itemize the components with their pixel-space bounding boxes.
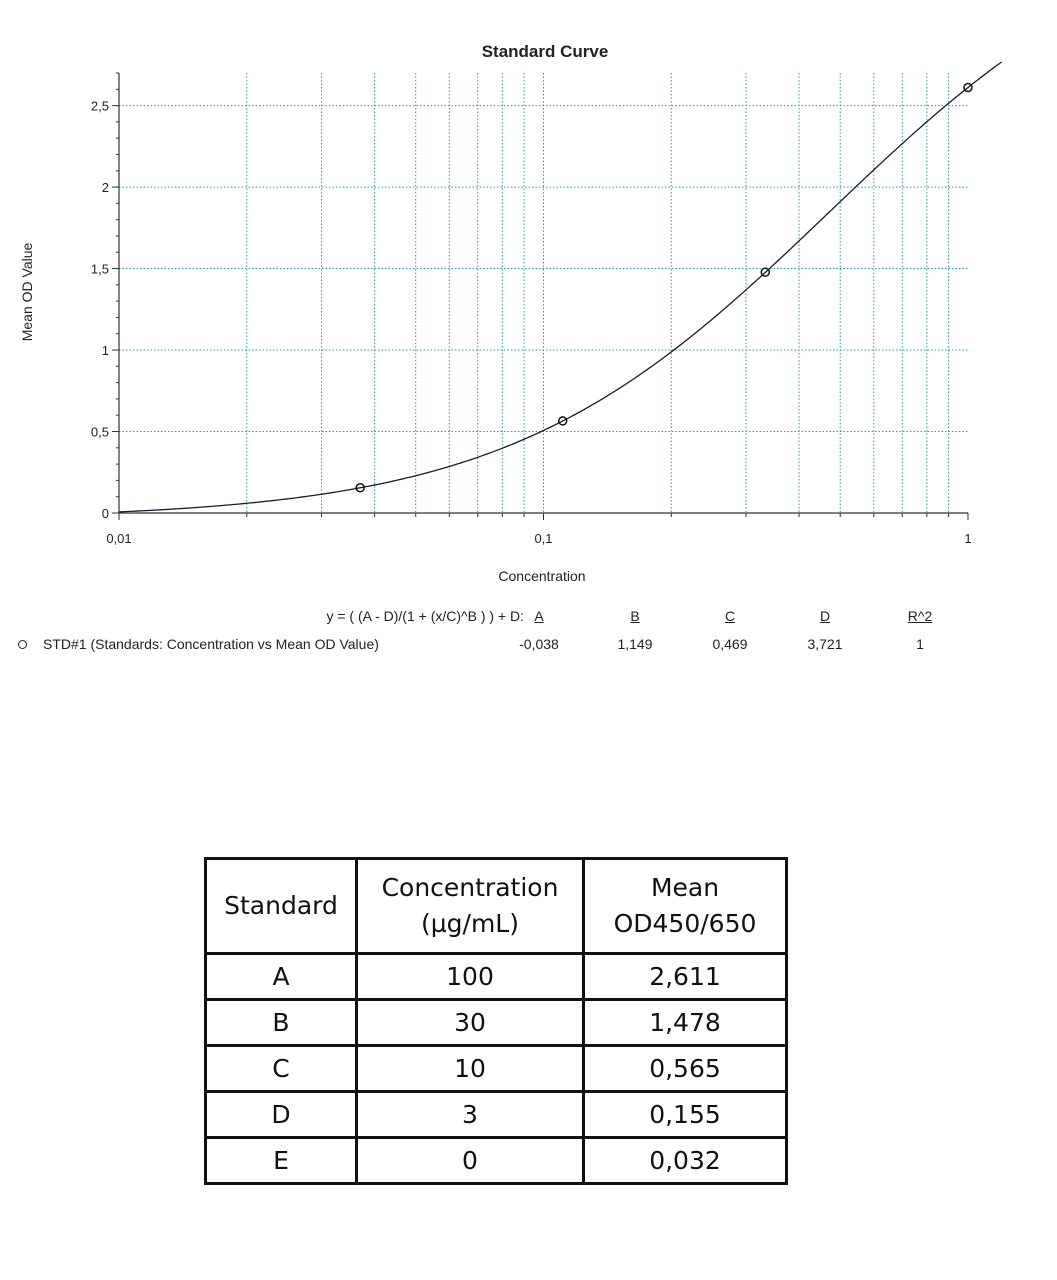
cell-concentration: 3 xyxy=(355,1090,585,1139)
param-b-value: 1,149 xyxy=(617,636,653,652)
param-r2-value: 1 xyxy=(916,636,924,652)
y-tick-label: 2 xyxy=(102,180,109,195)
data-point xyxy=(760,267,771,277)
param-a-value: -0,038 xyxy=(519,636,559,652)
param-d-header: D xyxy=(819,608,831,624)
chart-ticks: 0 0,5 1 1,5 2 2,5 0,01 0,1 1 xyxy=(91,72,972,546)
standards-table: Standard Concentration (µg/mL) Mean OD450/… xyxy=(204,857,788,1185)
y-axis-label: Mean OD Value xyxy=(19,243,35,342)
data-point xyxy=(963,82,973,93)
param-a-header: A xyxy=(534,608,544,624)
cell-od: 1,478 xyxy=(582,998,788,1047)
table-row: E 0 0,032 xyxy=(204,1136,788,1185)
header-concentration: Concentration (µg/mL) xyxy=(355,857,585,955)
table-row: C 10 0,565 xyxy=(204,1044,788,1093)
cell-od: 2,611 xyxy=(582,952,788,1001)
chart-axes xyxy=(118,73,968,514)
param-b-header: B xyxy=(630,608,640,624)
cell-concentration: 100 xyxy=(355,952,585,1001)
cell-standard: B xyxy=(204,998,358,1047)
table-row: D 3 0,155 xyxy=(204,1090,788,1139)
param-r2-header: R^2 xyxy=(907,608,933,624)
header-mean-od: Mean OD450/650 xyxy=(582,857,788,955)
y-tick-label: 1 xyxy=(102,343,109,358)
y-tick-label: 0 xyxy=(102,506,109,521)
chart-title: Standard Curve xyxy=(482,42,609,61)
y-tick-label: 2,5 xyxy=(91,99,109,114)
chart-grid xyxy=(119,73,968,513)
header-concentration-line1: Concentration xyxy=(381,873,559,902)
cell-od: 0,155 xyxy=(582,1090,788,1139)
standard-curve-chart: Standard Curve 0 0,5 1 1,5 2 2,5 0,01 0,1 1 Conc… xyxy=(19,42,1002,584)
cell-standard: E xyxy=(204,1136,358,1185)
table-header-row: Standard Concentration (µg/mL) Mean OD450/… xyxy=(204,857,788,955)
cell-od: 0,032 xyxy=(582,1136,788,1185)
fit-curve xyxy=(118,61,1002,513)
data-point xyxy=(355,482,365,493)
data-points xyxy=(355,82,973,493)
header-concentration-line2: (µg/mL) xyxy=(421,909,519,938)
table-row: B 30 1,478 xyxy=(204,998,788,1047)
cell-concentration: 0 xyxy=(355,1136,585,1185)
header-od-line1: Mean xyxy=(650,873,720,902)
cell-od: 0,565 xyxy=(582,1044,788,1093)
cell-standard: C xyxy=(204,1044,358,1093)
y-tick-label: 0,5 xyxy=(91,425,109,440)
param-c-header: C xyxy=(724,608,736,624)
y-tick-label: 1,5 xyxy=(91,262,109,277)
param-c-value: 0,469 xyxy=(712,636,748,652)
cell-concentration: 30 xyxy=(355,998,585,1047)
x-tick-label: 0,1 xyxy=(534,531,552,546)
x-tick-label: 0,01 xyxy=(106,531,131,546)
cell-standard: D xyxy=(204,1090,358,1139)
cell-concentration: 10 xyxy=(355,1044,585,1093)
data-point xyxy=(557,416,568,426)
header-od-line2: OD450/650 xyxy=(613,909,757,938)
header-standard: Standard xyxy=(204,857,358,955)
cell-standard: A xyxy=(204,952,358,1001)
x-axis-label: Concentration xyxy=(498,568,585,584)
fit-legend: y = ( (A - D)/(1 + (x/C)^B ) ) + D: A B … xyxy=(0,605,1057,665)
table-row: A 100 2,611 xyxy=(204,952,788,1001)
fit-equation: y = ( (A - D)/(1 + (x/C)^B ) ) + D: xyxy=(326,608,524,624)
series-marker-icon xyxy=(18,640,27,649)
param-d-value: 3,721 xyxy=(807,636,843,652)
series-name: STD#1 (Standards: Concentration vs Mean … xyxy=(43,636,379,652)
x-tick-label: 1 xyxy=(964,531,971,546)
